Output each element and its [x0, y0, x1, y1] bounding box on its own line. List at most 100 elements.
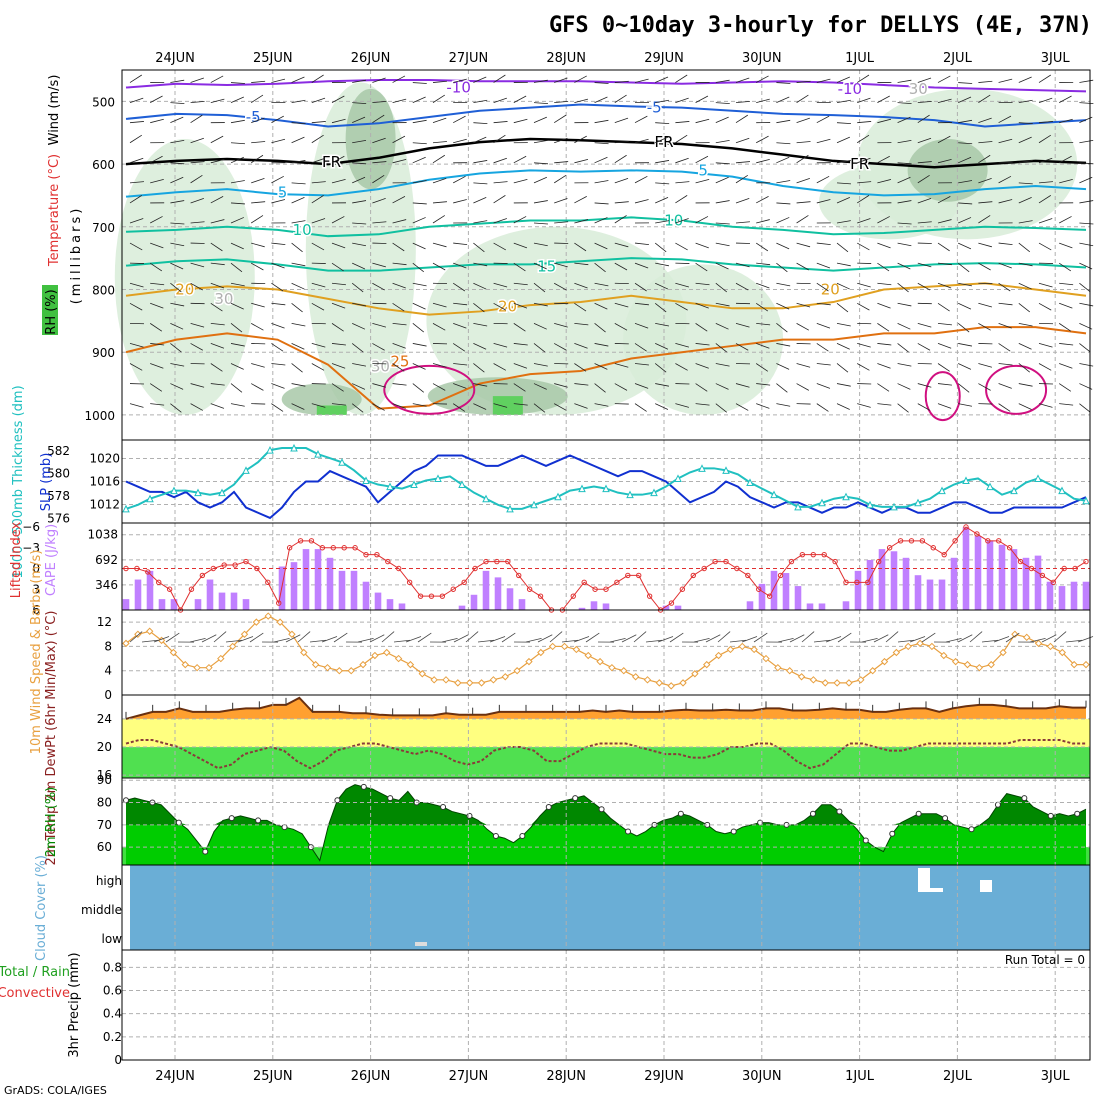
wind-barb — [1018, 322, 1033, 327]
li-marker — [537, 593, 544, 599]
wind-barb — [533, 322, 547, 330]
tick-label-pressure: 600 — [92, 158, 115, 172]
wind-barb — [170, 79, 185, 83]
wind-barb — [251, 201, 266, 204]
tick-label-li: −3 — [22, 541, 40, 555]
wind-barb — [998, 115, 1012, 124]
li-marker — [134, 565, 140, 572]
wind-barb — [836, 282, 850, 290]
wind-barb — [816, 242, 831, 246]
tick-label-wind: 4 — [104, 664, 112, 678]
wind10m-barb — [741, 636, 758, 643]
wind-barb — [917, 383, 932, 388]
wind10m-barb — [621, 634, 637, 643]
wind-barb — [654, 363, 667, 373]
li-marker — [254, 565, 260, 572]
wind-barb — [473, 302, 485, 313]
wind10m-marker — [430, 676, 438, 684]
wind-barb — [1058, 383, 1072, 392]
wind-barb — [715, 383, 729, 390]
wind-barb — [675, 218, 689, 224]
wind10m-barb — [1005, 632, 1020, 643]
wind-barb — [1018, 282, 1032, 290]
wind-barb — [190, 77, 204, 83]
wind-barb — [453, 199, 467, 204]
cape-bar — [242, 599, 250, 610]
li-marker — [930, 545, 936, 551]
wind-barb — [432, 302, 447, 308]
wind-barb — [412, 343, 427, 347]
wind-barb — [170, 242, 185, 247]
li-marker — [330, 545, 336, 551]
wind-barb — [533, 302, 548, 307]
wind-barb — [351, 403, 364, 413]
tick-label-pressure: 700 — [92, 221, 115, 235]
wind-barb — [352, 102, 367, 104]
wind-barb — [756, 158, 770, 164]
wind-barb — [230, 180, 245, 184]
wind-barb — [331, 118, 346, 124]
wind-barb — [978, 262, 991, 271]
cape-bar — [506, 588, 514, 610]
temp-band — [122, 718, 1090, 748]
wind-barb — [917, 198, 932, 204]
wind-barb — [958, 82, 973, 84]
rh-fill-high — [126, 784, 1086, 825]
wind10m-barb — [981, 639, 998, 643]
cape-bar — [950, 557, 958, 610]
wind-barb — [715, 222, 730, 225]
wind-barb — [776, 180, 791, 184]
wind-barb — [392, 135, 406, 144]
wind-barb — [170, 363, 185, 367]
li-marker — [319, 545, 326, 551]
wind-barb — [473, 383, 488, 387]
wind-barb — [574, 282, 588, 289]
contour-label: -5 — [246, 108, 261, 126]
tick-label-thickness: 580 — [47, 467, 70, 481]
rh-shade-100 — [492, 396, 523, 415]
li-marker — [734, 565, 740, 572]
wind-barb — [150, 403, 165, 406]
wind-barb — [412, 217, 426, 224]
wind-barb — [210, 98, 225, 103]
wind-barb — [917, 221, 932, 224]
thickness-marker — [842, 492, 850, 501]
cape-bar — [206, 579, 214, 610]
axis-label-cloud: Cloud Cover (%) — [34, 855, 49, 961]
wind-barb — [675, 242, 688, 251]
axis-label-thickness: 1000~500mb Thickness (dm) — [11, 385, 26, 578]
wind-barb — [594, 262, 606, 273]
wind-barb — [1058, 262, 1072, 272]
wind10m-marker — [276, 618, 284, 626]
cape-bar — [602, 603, 610, 610]
wind-barb — [937, 262, 952, 266]
wind-barb — [412, 262, 425, 273]
wind-barb — [695, 343, 710, 346]
wind10m-marker — [774, 663, 782, 672]
tick-label-thickness: 578 — [47, 489, 70, 503]
rh-marker — [968, 826, 975, 833]
wind-barb — [352, 176, 366, 184]
wind-barb — [796, 141, 811, 144]
li-marker — [603, 586, 609, 592]
li-marker — [1050, 579, 1056, 586]
wind-barb — [291, 122, 306, 125]
wind-barb — [392, 282, 406, 289]
wind-barb — [776, 217, 790, 224]
wind-barb — [1038, 181, 1053, 184]
wind-barb — [190, 403, 204, 411]
wind-barb — [473, 363, 485, 373]
wind-barb — [634, 363, 649, 366]
wind-barb — [574, 219, 589, 224]
wind-barb — [473, 76, 487, 83]
rh-shade — [426, 226, 687, 415]
wind-barb — [594, 217, 608, 224]
isotherm--10 — [125, 79, 1087, 93]
thickness-marker — [602, 484, 610, 493]
thickness-marker — [554, 492, 562, 501]
wind-barb — [230, 383, 243, 393]
contour-label: 20 — [821, 280, 840, 298]
wind-barb — [210, 383, 225, 386]
li-marker — [886, 545, 893, 551]
wind-barb — [251, 242, 265, 248]
